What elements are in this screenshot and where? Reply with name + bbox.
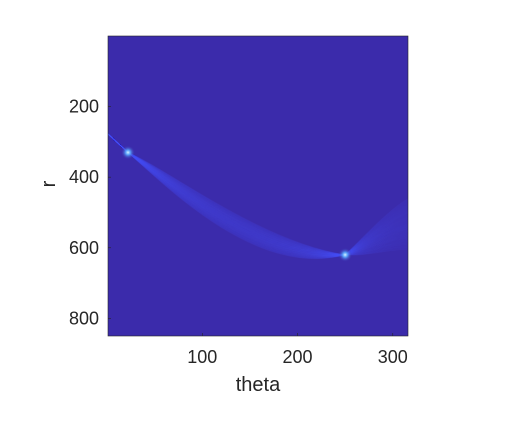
hough-curve bbox=[108, 133, 408, 256]
y-tick-label: 800 bbox=[69, 308, 99, 328]
hough-curve bbox=[108, 133, 408, 257]
hough-curve bbox=[108, 133, 408, 256]
hough-curve bbox=[108, 133, 408, 259]
y-axis-label: r bbox=[38, 180, 60, 187]
y-tick-label: 400 bbox=[69, 167, 99, 187]
hough-curve bbox=[108, 133, 408, 256]
hough-curve bbox=[108, 133, 408, 256]
peak-markers bbox=[121, 145, 353, 262]
hough-curve bbox=[108, 133, 408, 256]
hough-curve bbox=[108, 133, 408, 257]
plot-border bbox=[107, 35, 409, 337]
y-tick-label: 600 bbox=[69, 238, 99, 258]
hough-curve bbox=[108, 133, 408, 256]
x-tick-label: 300 bbox=[378, 347, 408, 367]
hough-curve bbox=[108, 133, 408, 256]
hough-curve bbox=[108, 133, 408, 256]
sinusoid-curves bbox=[108, 133, 408, 260]
hough-curve bbox=[108, 133, 408, 256]
hough-curve bbox=[108, 133, 408, 256]
hough-curve bbox=[108, 133, 408, 256]
hough-curve bbox=[108, 133, 408, 259]
hough-curve bbox=[108, 133, 408, 256]
x-axis-label: theta bbox=[236, 374, 281, 396]
hough-curve bbox=[108, 133, 408, 259]
hough-curve bbox=[108, 133, 408, 258]
hough-curve bbox=[108, 133, 408, 256]
hough-curve bbox=[108, 133, 408, 257]
hough-curve bbox=[108, 133, 408, 256]
y-tick-label: 200 bbox=[69, 97, 99, 117]
plot-area bbox=[108, 36, 408, 336]
hough-curve bbox=[108, 133, 408, 256]
hough-curve bbox=[108, 133, 408, 256]
hough-curve bbox=[108, 133, 408, 256]
hough-curve bbox=[108, 133, 408, 257]
hough-curve bbox=[108, 133, 408, 258]
hough-curve bbox=[108, 133, 408, 256]
hough-curve bbox=[108, 133, 408, 257]
hough-curve bbox=[108, 133, 408, 256]
hough-curve bbox=[108, 133, 408, 259]
hough-curve bbox=[108, 133, 408, 260]
peak-marker-1 bbox=[121, 145, 135, 160]
hough-curve bbox=[108, 133, 408, 256]
hough-curve bbox=[108, 133, 408, 260]
hough-curve bbox=[108, 133, 408, 257]
x-axis-ticks: 100 200 300 bbox=[187, 333, 408, 367]
x-tick-label: 100 bbox=[187, 347, 217, 367]
hough-curve bbox=[108, 133, 408, 256]
peak-marker-2 bbox=[338, 247, 353, 262]
x-tick-label: 200 bbox=[283, 347, 313, 367]
hough-curve bbox=[108, 133, 408, 258]
y-axis-ticks: 200 400 600 800 bbox=[69, 97, 111, 328]
hough-curve bbox=[108, 133, 408, 256]
hough-curve bbox=[108, 133, 408, 256]
hough-curve bbox=[108, 133, 408, 256]
hough-curve bbox=[108, 133, 408, 258]
hough-curve bbox=[108, 133, 408, 256]
hough-curve bbox=[108, 133, 408, 258]
hough-curve bbox=[108, 133, 408, 257]
hough-curve bbox=[108, 133, 408, 256]
hough-curve bbox=[108, 133, 408, 256]
hough-curve bbox=[108, 133, 408, 256]
